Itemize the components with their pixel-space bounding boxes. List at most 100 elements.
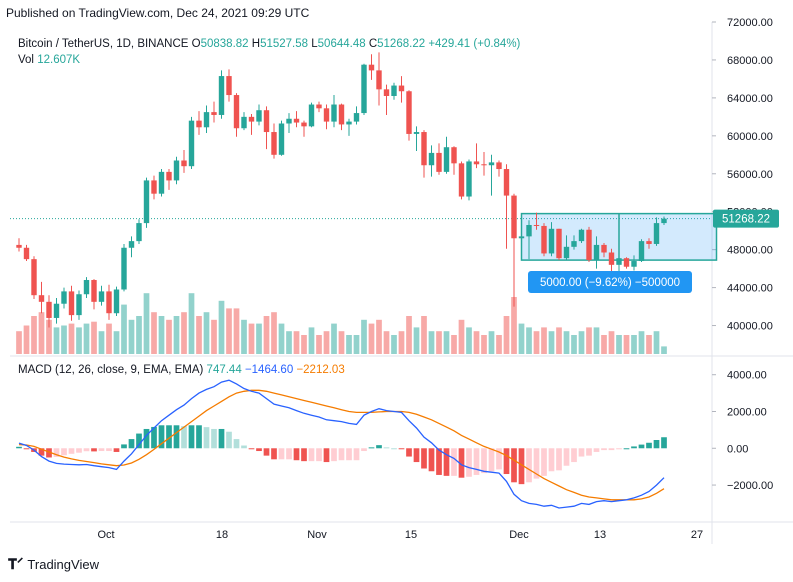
- volume-bar: [211, 319, 217, 354]
- macd-hist-bar: [458, 448, 465, 478]
- macd-hist-bar: [256, 448, 262, 452]
- volume-bar: [196, 316, 202, 354]
- volume-bar: [46, 319, 52, 354]
- macd-hist-bar: [331, 448, 337, 462]
- macd-hist-bar: [571, 448, 577, 463]
- candle-body: [113, 289, 120, 314]
- high-value: 51527.58: [260, 38, 309, 50]
- volume-bar: [661, 346, 667, 354]
- volume-bar: [383, 331, 390, 354]
- candle-body: [308, 104, 315, 127]
- volume-bar: [593, 327, 600, 354]
- macd-hist-bar: [106, 448, 112, 452]
- volume-bar: [263, 316, 270, 354]
- macd-hist-bar: [53, 448, 60, 457]
- candle-body: [83, 280, 90, 295]
- macd-hist-bar: [263, 448, 270, 456]
- candle-body: [496, 162, 502, 170]
- macd-hist-bar: [91, 448, 97, 452]
- time-tick-label: 15: [405, 529, 417, 541]
- macd-hist-bar: [173, 425, 180, 449]
- low-value: 50644.48: [317, 38, 366, 50]
- volume-bar: [466, 327, 472, 354]
- candle-body: [593, 244, 600, 261]
- candle-body: [646, 241, 652, 244]
- candle-body: [31, 259, 37, 296]
- candle-body: [331, 104, 337, 122]
- volume-bar: [248, 323, 255, 354]
- volume-bar: [503, 316, 510, 354]
- candle-body: [616, 258, 622, 265]
- symbol-title[interactable]: Bitcoin / TetherUS, 1D, BINANCE: [18, 38, 189, 50]
- volume-bar: [271, 312, 277, 354]
- candle-body: [248, 116, 255, 122]
- volume-bar: [113, 331, 120, 354]
- volume-bar: [556, 327, 562, 354]
- volume-bar: [391, 335, 397, 354]
- volume-bar: [331, 323, 337, 354]
- candle-body: [443, 147, 450, 172]
- macd-hist-bar: [271, 448, 277, 460]
- candle-body: [451, 147, 457, 164]
- volume-bar: [616, 335, 622, 354]
- price-tick-label: 48000.00: [727, 245, 773, 257]
- macd-hist-bar: [593, 448, 600, 452]
- macd-hist-bar: [76, 448, 82, 453]
- macd-tick-label: 0.00: [727, 443, 748, 455]
- macd-hist-bar: [623, 448, 630, 450]
- candle-body: [421, 132, 427, 166]
- candle-body: [511, 195, 517, 239]
- candle-body: [23, 247, 30, 260]
- macd-hist-bar: [68, 448, 75, 454]
- candle-body: [661, 218, 667, 224]
- volume-bar: [608, 331, 615, 354]
- volume-bar: [376, 319, 382, 354]
- macd-hist-bar: [443, 448, 450, 476]
- macd-hist-bar: [61, 448, 67, 456]
- candle-body: [38, 295, 45, 302]
- candle-body: [563, 246, 570, 259]
- candle-body: [316, 104, 322, 109]
- volume-bar: [188, 293, 195, 354]
- macd-hist-bar: [368, 447, 375, 449]
- macd-hist-bar: [421, 448, 427, 469]
- volume-bar: [151, 312, 157, 354]
- price-tick-label: 44000.00: [727, 283, 773, 295]
- candle-body: [173, 160, 180, 181]
- footer-brand[interactable]: TradingView: [27, 557, 99, 572]
- candle-body: [398, 85, 405, 92]
- candle-body: [361, 64, 367, 114]
- last-price-label: 51268.22: [722, 214, 770, 226]
- candle-body: [623, 258, 630, 267]
- candle-body: [638, 241, 645, 262]
- volume-bar: [346, 335, 352, 354]
- candle-body: [241, 116, 247, 129]
- candle-body: [188, 120, 195, 167]
- volume-bar: [548, 331, 555, 354]
- macd-hist-bar: [638, 444, 645, 449]
- price-tick-label: 64000.00: [727, 93, 773, 105]
- candle-body: [436, 152, 442, 172]
- volume-bar: [293, 331, 300, 354]
- macd-hist-bar: [166, 425, 172, 449]
- close-value: 51268.22: [377, 38, 426, 50]
- candle-body: [46, 301, 52, 318]
- macd-hist-bar: [661, 437, 667, 449]
- macd-hist-bar: [496, 448, 502, 470]
- candle-body: [136, 223, 142, 242]
- candle-body: [91, 280, 97, 302]
- macd-tick-label: 4000.00: [727, 370, 767, 382]
- volume-bar: [38, 312, 45, 354]
- volume-bar: [323, 331, 330, 354]
- macd-hist-bar: [241, 445, 247, 449]
- volume-bar: [158, 316, 165, 354]
- candle-body: [211, 112, 217, 115]
- macd-label[interactable]: MACD (12, 26, close, 9, EMA, EMA): [18, 364, 204, 376]
- volume-bar: [286, 331, 292, 354]
- macd-hist-bar: [383, 447, 390, 449]
- candle-body: [548, 228, 555, 254]
- candle-body: [68, 291, 75, 316]
- macd-hist-bar: [248, 448, 255, 450]
- macd-hist-bar: [323, 448, 330, 463]
